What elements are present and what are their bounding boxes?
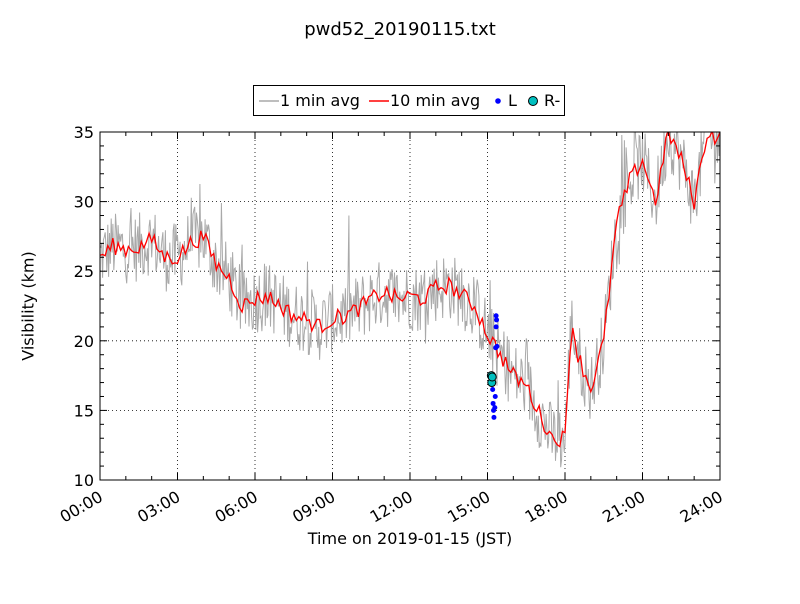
x-tick-label: 03:00 — [134, 487, 183, 527]
marker-L — [492, 405, 498, 411]
x-tick-label: 09:00 — [289, 487, 338, 527]
legend-label-10min: 10 min avg — [390, 91, 481, 110]
series-10min-avg — [100, 132, 720, 448]
marker-L — [492, 393, 498, 399]
x-tick-label: 00:00 — [57, 487, 106, 527]
x-tick-label: 24:00 — [677, 487, 726, 527]
marker-L — [491, 414, 497, 420]
y-tick-label: 35 — [74, 123, 94, 142]
marker-L — [494, 317, 500, 323]
chart-legend: 1 min avg 10 min avg L R- — [253, 85, 565, 116]
y-tick-label: 15 — [74, 401, 94, 420]
series-1min-avg — [100, 132, 720, 468]
marker-L — [493, 313, 499, 319]
y-axis-label: Visibility (km) — [18, 251, 38, 361]
marker-L — [493, 324, 499, 330]
x-tick-label: 12:00 — [367, 487, 416, 527]
x-tick-label: 15:00 — [444, 487, 493, 527]
marker-L — [494, 343, 500, 349]
x-tick-label: 21:00 — [599, 487, 648, 527]
x-tick-label: 06:00 — [212, 487, 261, 527]
y-tick-label: 10 — [74, 471, 94, 490]
legend-label-L: L — [508, 91, 517, 110]
y-tick-label: 20 — [74, 332, 94, 351]
chart-title: pwd52_20190115.txt — [304, 19, 496, 40]
y-tick-label: 25 — [74, 262, 94, 281]
legend-label-1min: 1 min avg — [280, 91, 360, 110]
marker-L — [490, 387, 496, 393]
marker-L — [490, 400, 496, 406]
marker-Rminus — [487, 372, 497, 382]
x-tick-label: 18:00 — [522, 487, 571, 527]
y-tick-label: 30 — [74, 193, 94, 212]
legend-label-Rminus: R- — [544, 91, 561, 110]
x-axis-label: Time on 2019-01-15 (JST) — [307, 529, 513, 548]
